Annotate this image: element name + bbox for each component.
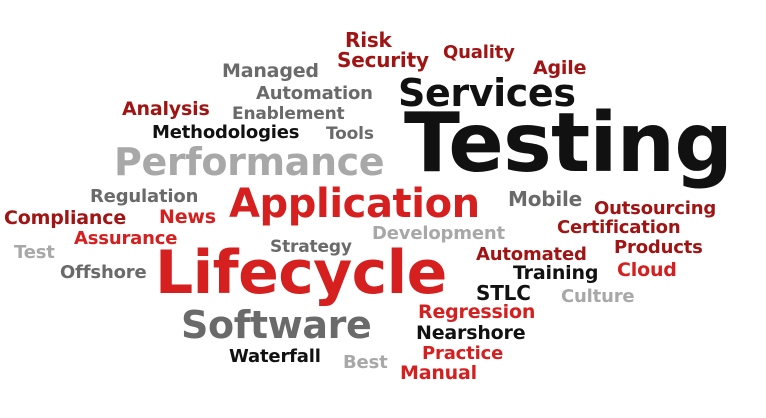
word-offshore: Offshore — [60, 262, 147, 283]
word-software: Software — [181, 303, 372, 347]
word-best: Best — [343, 352, 388, 373]
word-outsourcing: Outsourcing — [594, 198, 717, 219]
word-regulation: Regulation — [90, 186, 199, 207]
word-nearshore: Nearshore — [416, 322, 526, 344]
word-culture: Culture — [561, 286, 635, 307]
word-manual: Manual — [400, 362, 477, 384]
word-automation: Automation — [256, 83, 373, 104]
word-lifecycle: Lifecycle — [155, 238, 447, 308]
word-products: Products — [614, 237, 703, 258]
word-stlc: STLC — [476, 281, 531, 305]
word-compliance: Compliance — [4, 207, 127, 229]
word-performance: Performance — [114, 140, 385, 184]
word-development: Development — [372, 223, 505, 244]
word-tools: Tools — [326, 124, 374, 144]
word-mobile: Mobile — [508, 187, 583, 211]
word-analysis: Analysis — [122, 98, 210, 120]
word-testing: Testing — [404, 96, 733, 191]
word-agile: Agile — [533, 57, 587, 79]
word-waterfall: Waterfall — [229, 346, 321, 367]
word-methodologies: Methodologies — [152, 122, 300, 143]
word-assurance: Assurance — [74, 228, 178, 249]
word-security: Security — [337, 48, 429, 72]
word-practice: Practice — [422, 343, 504, 364]
word-training: Training — [513, 262, 599, 284]
word-enablement: Enablement — [232, 104, 345, 124]
word-automated: Automated — [476, 244, 587, 265]
word-cloud: Cloud — [617, 259, 677, 281]
word-strategy: Strategy — [270, 237, 352, 257]
word-test: Test — [14, 242, 55, 263]
word-quality: Quality — [443, 42, 515, 63]
word-news: News — [159, 206, 216, 228]
word-risk: Risk — [345, 28, 392, 52]
word-application: Application — [229, 181, 480, 227]
word-certification: Certification — [557, 217, 681, 238]
word-regression: Regression — [418, 301, 536, 323]
word-managed: Managed — [222, 60, 319, 82]
word-services: Services — [398, 71, 576, 115]
